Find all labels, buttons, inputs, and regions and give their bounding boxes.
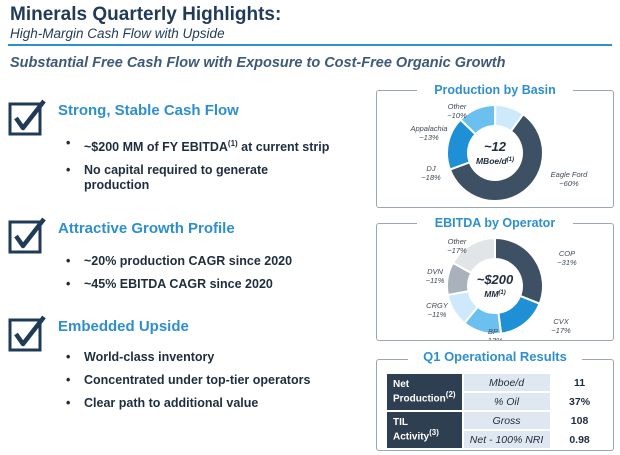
donut-slice-cvx	[497, 294, 541, 335]
chart-title: Production by Basin	[417, 83, 573, 97]
donut-slice-label: CRGY ~11%	[426, 301, 449, 319]
row-label: Net Production(2)	[387, 374, 462, 410]
operational-results-panel: Net Production(2) Mboe/d 11 % Oil 37% TI…	[376, 359, 614, 451]
section-upside: Embedded Upside • World-class inventory •…	[8, 314, 368, 424]
bullet-item: • World-class inventory	[66, 350, 215, 364]
metric-cell: % Oil	[463, 393, 550, 410]
bullet-item: • ~45% EBITDA CAGR since 2020	[66, 277, 273, 291]
section-heading: Embedded Upside	[58, 318, 189, 335]
ebitda-by-operator-panel: ~$200 MM(1) COP~31% CVX~17% BP~13% CRGY~11% DV…	[376, 216, 614, 341]
donut-center-value: ~12	[484, 139, 507, 154]
donut-slice-label: Appalachia ~13%	[409, 124, 447, 142]
donut-slice-other	[494, 103, 525, 133]
donut-slice-label: DVN ~11%	[426, 267, 445, 285]
section-heading: Attractive Growth Profile	[58, 220, 235, 237]
donut-slice-eagle-ford	[448, 112, 544, 202]
metric-cell: Net - 100% NRI	[463, 431, 550, 448]
chart-title: EBITDA by Operator	[417, 216, 573, 230]
page-subtitle: High-Margin Cash Flow with Upside	[10, 26, 225, 41]
title-divider	[8, 44, 612, 46]
operational-results-table: Net Production(2) Mboe/d 11 % Oil 37% TI…	[385, 372, 610, 450]
operational-results-title: Q1 Operational Results	[408, 349, 582, 364]
donut-slice-other	[451, 236, 496, 275]
value-cell: 37%	[569, 395, 591, 408]
checkmark-box-icon	[8, 99, 46, 136]
bullet-item: • Clear path to additional value	[66, 396, 259, 410]
donut-center-unit: MM(1)	[484, 289, 506, 299]
value-cell: 108	[570, 414, 589, 427]
section-cash-flow: Strong, Stable Cash Flow • ~$200 MM of FY…	[8, 98, 368, 208]
production-by-basin-panel: ~12 MBoe/d(1) Eagle Ford ~60% DJ ~18% Appalach…	[376, 83, 614, 208]
donut-center-value: ~$200	[477, 272, 514, 287]
bullet-item: • ~20% production CAGR since 2020	[66, 254, 293, 268]
checkmark-box-icon	[8, 217, 46, 254]
donut-slice-label: DJ ~18%	[421, 164, 441, 182]
donut-slice-label: Eagle Ford ~60%	[551, 170, 589, 188]
banner-text: Substantial Free Cash Flow with Exposure…	[10, 55, 506, 71]
donut-slice-label: BP~13%	[483, 327, 503, 340]
row-label: TIL Activity(3)	[387, 412, 462, 448]
metric-cell: Mboe/d	[463, 374, 550, 391]
bullet-item: • ~$200 MM of FY EBITDA(1) at current str…	[66, 136, 330, 155]
metric-cell: Gross	[463, 412, 550, 429]
donut-center-unit: MBoe/d(1)	[476, 156, 514, 166]
table-row: Net - 100% NRI 0.98	[387, 431, 608, 448]
production-donut-chart: ~12 MBoe/d(1) Eagle Ford ~60% DJ ~18% Appalach…	[409, 102, 589, 202]
section-heading: Strong, Stable Cash Flow	[58, 102, 239, 119]
page-title: Minerals Quarterly Highlights:	[10, 4, 282, 25]
checkmark-box-icon	[8, 315, 46, 352]
bullet-item: • Concentrated under top-tier operators	[66, 373, 311, 387]
table-row: % Oil 37%	[387, 393, 608, 410]
value-cell: 11	[573, 376, 586, 389]
section-growth: Attractive Growth Profile • ~20% producti…	[8, 216, 368, 296]
donut-slice-label: CVX ~17%	[551, 317, 571, 335]
donut-slice-label: COP ~31%	[557, 249, 577, 267]
ebitda-donut-chart: ~$200 MM(1) COP~31% CVX~17% BP~13% CRGY~11% DV…	[426, 236, 577, 340]
donut-slice-label: Other ~10%	[447, 102, 467, 120]
donut-slice-label: Other ~17%	[447, 237, 467, 255]
value-cell: 0.98	[569, 433, 590, 446]
bullet-item: • No capital required to generate product…	[66, 163, 269, 193]
table-row: Net Production(2) Mboe/d 11	[387, 374, 608, 410]
table-row: TIL Activity(3) Gross 108	[387, 412, 608, 448]
